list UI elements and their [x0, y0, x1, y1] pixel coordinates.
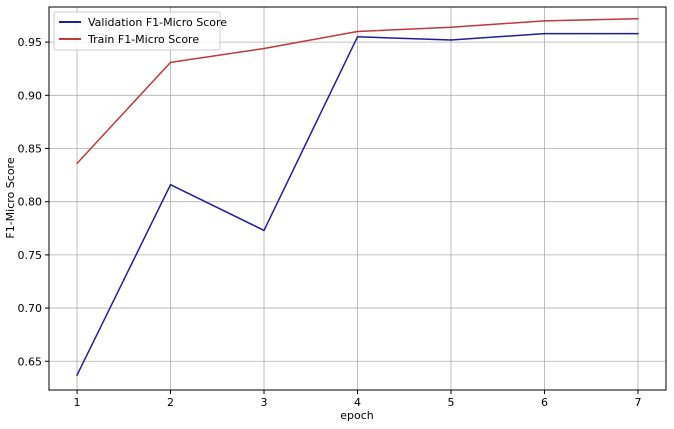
- x-tick-label: 7: [634, 396, 641, 409]
- train-data-point: [450, 26, 452, 29]
- x-axis-label: epoch: [340, 409, 374, 422]
- x-tick-label: 1: [74, 396, 81, 409]
- x-tick-label: 4: [354, 396, 361, 409]
- train-data-point: [543, 20, 546, 22]
- validation-data-point: [450, 39, 452, 41]
- y-tick-label: 0.80: [18, 196, 43, 209]
- y-axis-label: F1-Micro Score: [4, 157, 17, 238]
- train-data-point: [356, 30, 359, 33]
- y-tick-label: 0.95: [18, 36, 43, 49]
- legend-label-validation: Validation F1-Micro Score: [88, 16, 227, 29]
- train-data-point: [76, 162, 78, 165]
- y-tick-label: 0.65: [18, 355, 43, 368]
- x-tick-label: 6: [541, 396, 548, 409]
- grid: [49, 7, 666, 390]
- validation-data-point: [356, 35, 359, 38]
- x-tick-label: 2: [167, 396, 174, 409]
- validation-data-point: [637, 32, 639, 35]
- y-tick-label: 0.90: [18, 89, 43, 102]
- legend-label-train: Train F1-Micro Score: [87, 33, 199, 46]
- series-lines: [76, 17, 639, 376]
- y-axis-ticks: 0.65 0.70 0.75 0.80 0.85 0.90 0.95: [18, 36, 49, 368]
- validation-data-point: [169, 183, 172, 186]
- x-tick-label: 3: [261, 396, 268, 409]
- legend: Validation F1-Micro Score Train F1-Micro…: [53, 11, 227, 51]
- y-tick-label: 0.70: [18, 302, 43, 315]
- validation-data-point: [543, 32, 546, 35]
- validation-data-point: [263, 229, 265, 232]
- train-data-point: [637, 17, 639, 20]
- y-tick-label: 0.75: [18, 249, 43, 262]
- x-axis-ticks: 1 2 3 4 5 6 7: [74, 390, 641, 409]
- train-data-point: [263, 47, 265, 50]
- validation-data-point: [76, 374, 78, 376]
- train-data-point: [169, 61, 172, 64]
- legend-box: [53, 11, 221, 51]
- y-tick-label: 0.85: [18, 142, 43, 155]
- x-tick-label: 5: [447, 396, 454, 409]
